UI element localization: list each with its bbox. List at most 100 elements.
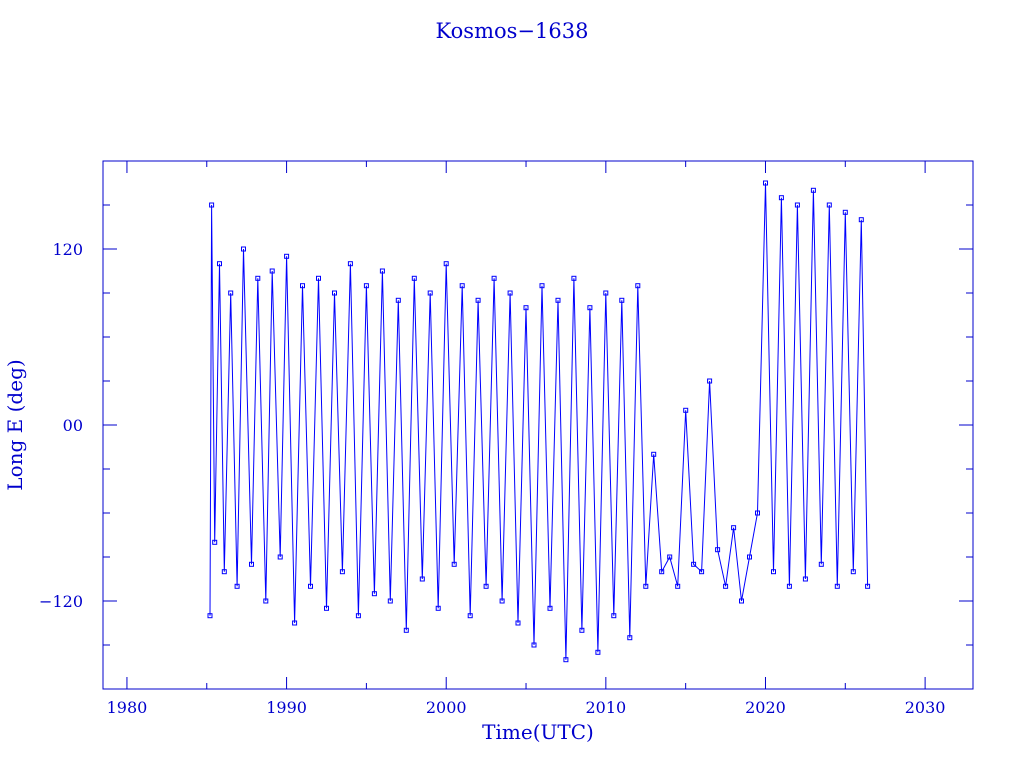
data-point [659,569,665,575]
data-point [747,554,752,560]
axis-tick-labels: 1980 1990 2000 2010 2020 2030 120 00 −120 [39,240,945,717]
data-point [207,613,213,619]
data-point [435,605,441,611]
data-point [419,576,425,582]
data-point [865,583,871,589]
data-point [451,561,457,567]
data-point [249,561,254,567]
y-axis-label: Long E (deg) [3,359,27,490]
data-point [723,583,729,589]
data-point [627,635,633,641]
x-tick-label: 2030 [905,698,946,717]
x-tick-label: 2020 [745,698,786,717]
data-point [635,283,641,289]
data-point [603,290,609,296]
data-point [395,297,401,303]
data-point [403,627,409,633]
data-point [234,583,240,589]
data-point [794,202,800,208]
data-point [507,290,513,296]
data-point [339,569,345,575]
y-tick-label: 120 [52,240,83,259]
data-point [284,253,290,259]
data-point [850,569,856,575]
data-point [619,297,625,303]
data-point [699,569,705,575]
data-point [379,268,385,274]
data-point [308,583,313,589]
data-point [483,583,489,589]
data-point [387,598,393,604]
data-point [555,297,561,303]
data-point [241,246,246,252]
data-point [255,275,261,281]
data-point [595,649,601,655]
axis-ticks [103,161,973,689]
data-point [786,583,792,589]
data-point [834,583,840,589]
y-tick-label: 00 [63,416,83,435]
data-point [643,583,649,589]
data-point [347,261,353,267]
data-point [475,297,481,303]
data-point [411,275,417,281]
data-point [563,657,569,663]
data-point [571,275,577,281]
data-point [217,261,222,267]
data-point [316,275,321,281]
data-point [675,583,681,589]
data-point [443,261,449,267]
chart-title: Kosmos−1638 [436,19,589,43]
data-point [515,620,521,626]
data-point [683,407,689,413]
data-point [611,613,617,619]
data-point [858,217,864,223]
data-point [499,598,505,604]
x-tick-label: 2010 [585,698,626,717]
x-tick-label: 2000 [426,698,467,717]
data-point [332,290,337,296]
data-point [324,605,329,611]
data-point [292,620,298,626]
data-point [269,268,275,274]
data-point [491,275,497,281]
data-point [459,283,465,289]
data-point [363,283,369,289]
data-point [355,613,361,619]
data-point [587,305,593,311]
series-line [209,182,869,660]
data-point [818,561,824,567]
data-point [212,539,218,545]
data-point [221,569,227,575]
data-point [842,209,848,215]
data-point [667,554,673,560]
data-point [755,510,760,516]
data-point [531,642,537,648]
y-tick-label: −120 [39,592,83,611]
data-point [209,202,215,208]
data-point [539,283,545,289]
data-point [523,305,529,311]
data-point [547,605,553,611]
data-point [691,561,697,567]
data-point [739,598,744,604]
series-layer [207,180,871,663]
data-point [763,180,768,186]
data-point [579,627,585,633]
data-point [467,613,473,619]
data-point [371,591,377,597]
data-point [715,547,721,553]
data-point [263,598,269,604]
data-point [651,451,657,457]
data-point [771,569,776,575]
data-point [300,283,305,289]
x-tick-label: 1990 [266,698,307,717]
data-point [802,576,808,582]
data-point [427,290,433,296]
data-point [810,187,816,193]
x-tick-label: 1980 [107,698,148,717]
data-point [707,378,713,384]
data-point [228,290,234,296]
data-point [826,202,832,208]
